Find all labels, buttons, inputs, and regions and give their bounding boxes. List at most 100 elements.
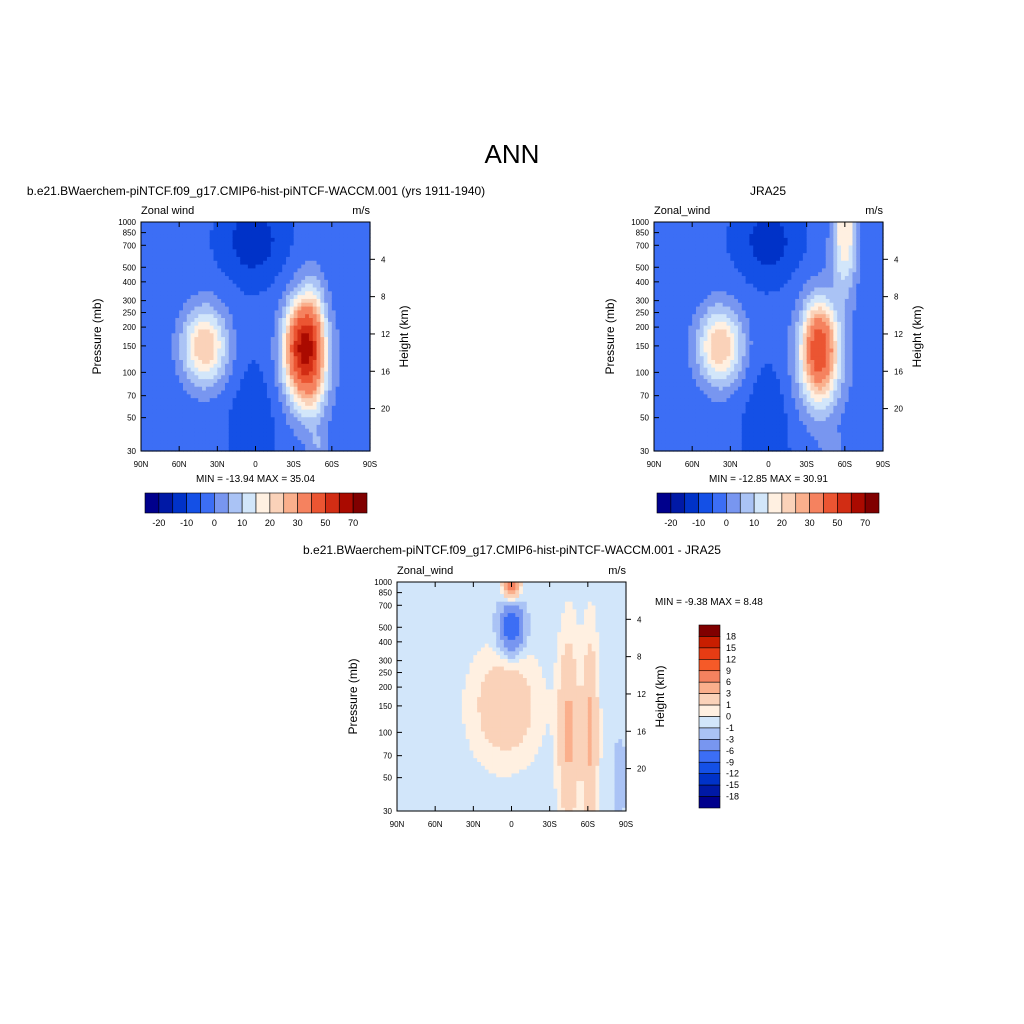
field-cell — [221, 328, 226, 334]
field-cell — [221, 283, 226, 288]
field-cell — [343, 447, 348, 452]
field-cell — [301, 256, 306, 261]
y-tick-label: 300 — [123, 297, 137, 306]
field-cell — [362, 332, 367, 338]
field-cell — [182, 248, 188, 254]
field-cell — [266, 428, 272, 433]
field-cell — [335, 260, 341, 265]
field-cell — [362, 351, 367, 357]
field-cell — [179, 416, 184, 422]
field-cell — [320, 294, 325, 299]
field-cell — [182, 389, 188, 395]
field-cell — [343, 416, 348, 422]
field-cell — [221, 401, 226, 406]
field-cell — [289, 409, 295, 414]
field-cell — [673, 382, 678, 387]
field-cell — [213, 332, 218, 338]
field-cell — [213, 237, 218, 242]
field-cell — [232, 286, 238, 292]
field-cell — [293, 424, 299, 429]
field-cell — [175, 409, 180, 414]
field-cell — [335, 252, 341, 257]
field-cell — [263, 290, 268, 296]
field-cell — [232, 416, 238, 422]
field-cell — [354, 386, 360, 391]
field-cell — [699, 428, 705, 433]
field-cell — [726, 405, 731, 410]
field-cell — [270, 393, 276, 399]
field-cell — [661, 317, 667, 322]
field-cell — [312, 222, 318, 227]
field-cell — [366, 267, 371, 273]
field-cell — [305, 428, 310, 433]
field-cell — [228, 233, 234, 238]
field-cell — [661, 370, 667, 376]
field-cell — [699, 225, 705, 231]
field-cell — [221, 447, 226, 452]
field-cell — [661, 393, 667, 399]
field-cell — [692, 420, 697, 425]
field-cell — [339, 309, 344, 315]
field-cell — [144, 420, 150, 425]
field-cell — [213, 351, 218, 357]
field-cell — [350, 351, 356, 357]
field-cell — [240, 344, 245, 349]
field-cell — [339, 359, 344, 364]
field-cell — [692, 405, 697, 410]
field-cell — [148, 405, 154, 410]
field-cell — [676, 344, 682, 349]
field-cell — [270, 309, 276, 315]
field-cell — [730, 447, 735, 452]
field-cell — [259, 378, 264, 383]
field-cell — [734, 397, 739, 402]
field-cell — [156, 351, 161, 357]
field-cell — [278, 351, 283, 357]
field-cell — [331, 298, 337, 303]
field-cell — [148, 263, 154, 269]
field-cell — [141, 431, 146, 437]
field-cell — [213, 401, 218, 406]
field-cell — [312, 370, 318, 376]
field-cell — [228, 332, 234, 338]
field-cell — [673, 317, 678, 322]
field-cell — [259, 290, 264, 296]
field-cell — [190, 363, 196, 368]
field-cell — [343, 328, 348, 334]
y2-tick-label: 4 — [381, 255, 386, 264]
field-cell — [308, 412, 314, 418]
field-cell — [141, 420, 146, 425]
field-cell — [221, 340, 226, 345]
field-cell — [244, 370, 249, 376]
field-cell — [335, 389, 341, 395]
field-cell — [688, 233, 693, 238]
field-cell — [247, 428, 253, 433]
field-cell — [730, 416, 735, 422]
field-cell — [213, 302, 218, 307]
field-cell — [669, 286, 674, 292]
field-cell — [305, 283, 310, 288]
field-cell — [270, 286, 276, 292]
field-cell — [182, 370, 188, 376]
field-cell — [278, 382, 283, 387]
field-cell — [148, 397, 154, 402]
field-cell — [179, 370, 184, 376]
field-cell — [167, 378, 173, 383]
field-cell — [654, 397, 659, 402]
field-cell — [331, 305, 337, 311]
field-cell — [160, 370, 165, 376]
field-cell — [190, 347, 196, 353]
field-cell — [171, 420, 176, 425]
field-cell — [730, 347, 735, 353]
field-cell — [209, 420, 215, 425]
field-cell — [324, 225, 329, 231]
field-cell — [673, 248, 678, 254]
field-cell — [213, 317, 218, 322]
field-cell — [734, 267, 739, 273]
field-cell — [347, 355, 352, 360]
field-cell — [148, 328, 154, 334]
field-cell — [163, 405, 169, 410]
field-cell — [665, 294, 670, 299]
field-cell — [711, 317, 716, 322]
field-cell — [328, 252, 333, 257]
field-cell — [190, 378, 196, 383]
